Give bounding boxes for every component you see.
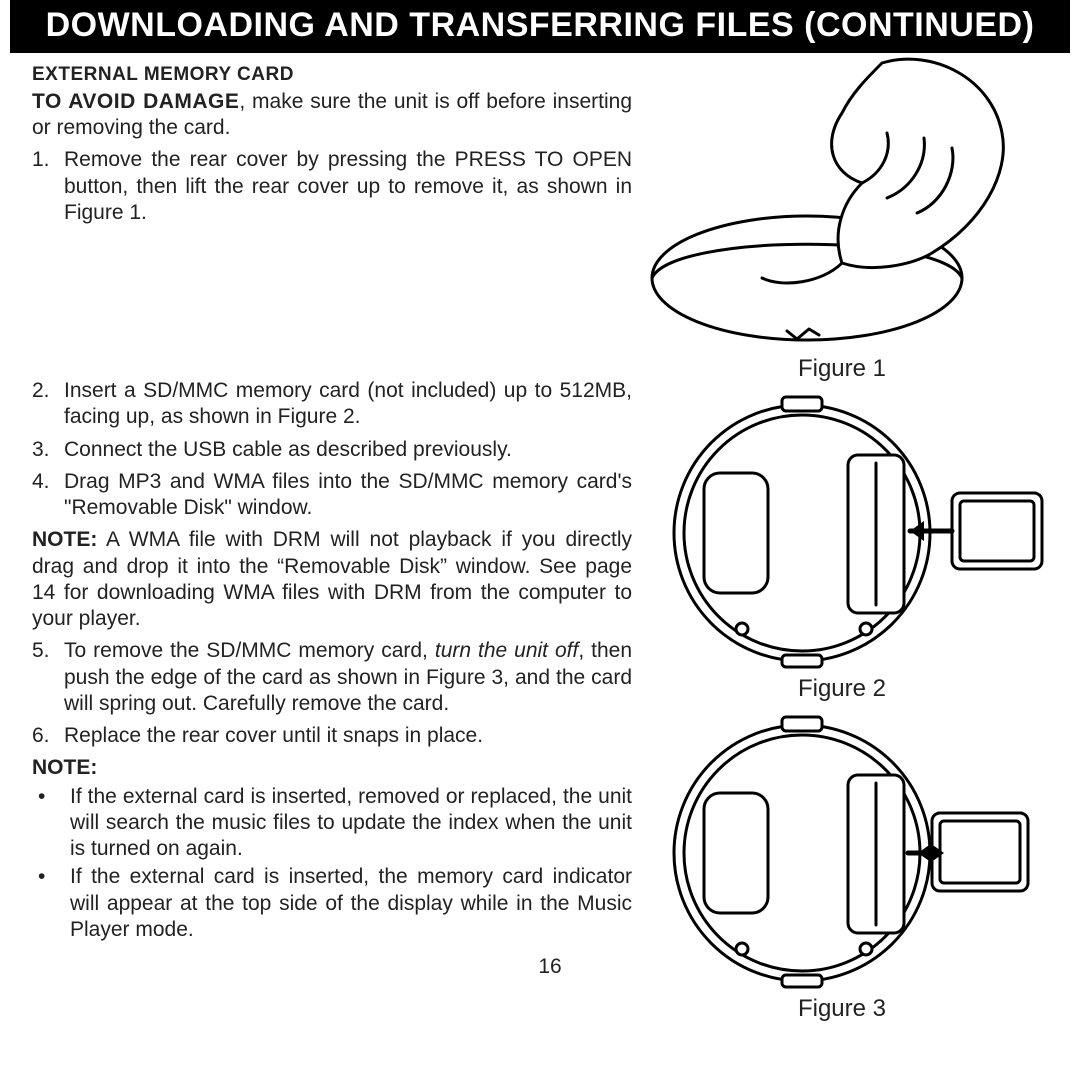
step-body: Remove the rear cover by pressing the PR… (64, 147, 632, 226)
note-heading: NOTE: (32, 755, 632, 781)
figure-2-svg (632, 383, 1052, 673)
figure-3: Figure 3 (632, 703, 1052, 1023)
step-number: 1. (32, 147, 64, 226)
warning-bold: TO AVOID DAMAGE (32, 90, 239, 113)
step-number: 5. (32, 638, 64, 717)
bullet-dot: • (32, 784, 70, 863)
figure-1-svg (632, 53, 1052, 353)
step-number: 2. (32, 378, 64, 431)
step-body: To remove the SD/MMC memory card, turn t… (64, 638, 632, 717)
text-column: EXTERNAL MEMORY CARD TO AVOID DAMAGE, ma… (32, 63, 632, 945)
step5-a: To remove the SD/MMC memory card, (64, 639, 435, 662)
step-3: 3. Connect the USB cable as described pr… (32, 437, 632, 463)
figure-1-caption: Figure 1 (632, 355, 1052, 383)
step-6: 6. Replace the rear cover until it snaps… (32, 723, 632, 749)
step-number: 3. (32, 437, 64, 463)
bullet-body: If the external card is inserted, remove… (70, 784, 632, 863)
note-head: NOTE: (32, 528, 97, 551)
step-number: 4. (32, 469, 64, 522)
figure-2-caption: Figure 2 (632, 675, 1052, 703)
bullet-2: • If the external card is inserted, the … (32, 864, 632, 943)
bullet-body: If the external card is inserted, the me… (70, 864, 632, 943)
steps-list: 1. Remove the rear cover by pressing the… (32, 147, 632, 226)
steps-list-2: 2. Insert a SD/MMC memory card (not incl… (32, 378, 632, 521)
figure-3-svg (632, 703, 1052, 993)
step-4: 4. Drag MP3 and WMA files into the SD/MM… (32, 469, 632, 522)
steps-list-3: 5. To remove the SD/MMC memory card, tur… (32, 638, 632, 749)
step-number: 6. (32, 723, 64, 749)
bullet-dot: • (32, 864, 70, 943)
step-body: Insert a SD/MMC memory card (not include… (64, 378, 632, 431)
step-body: Replace the rear cover until it snaps in… (64, 723, 632, 749)
step-body: Connect the USB cable as described previ… (64, 437, 632, 463)
spacer (32, 232, 632, 372)
mid-note: NOTE: A WMA file with DRM will not playb… (32, 527, 632, 632)
step5-italic: turn the unit off (435, 639, 578, 662)
step-body: Drag MP3 and WMA files into the SD/MMC m… (64, 469, 632, 522)
section-heading: EXTERNAL MEMORY CARD (32, 63, 632, 87)
bullet-1: • If the external card is inserted, remo… (32, 784, 632, 863)
step-5: 5. To remove the SD/MMC memory card, tur… (32, 638, 632, 717)
figure-3-caption: Figure 3 (632, 995, 1052, 1023)
figure-2: Figure 2 (632, 383, 1052, 703)
step-1: 1. Remove the rear cover by pressing the… (32, 147, 632, 226)
warning-line: TO AVOID DAMAGE, make sure the unit is o… (32, 89, 632, 142)
note-bullets: • If the external card is inserted, remo… (32, 784, 632, 944)
note-body: A WMA file with DRM will not playback if… (32, 528, 632, 630)
manual-page: DOWNLOADING AND TRANSFERRING FILES (CONT… (0, 0, 1080, 1080)
content-area: EXTERNAL MEMORY CARD TO AVOID DAMAGE, ma… (10, 53, 1070, 945)
page-title: DOWNLOADING AND TRANSFERRING FILES (CONT… (10, 0, 1070, 53)
step-2: 2. Insert a SD/MMC memory card (not incl… (32, 378, 632, 431)
figure-column: Figure 1 (632, 63, 1052, 945)
figure-1: Figure 1 (632, 53, 1052, 383)
